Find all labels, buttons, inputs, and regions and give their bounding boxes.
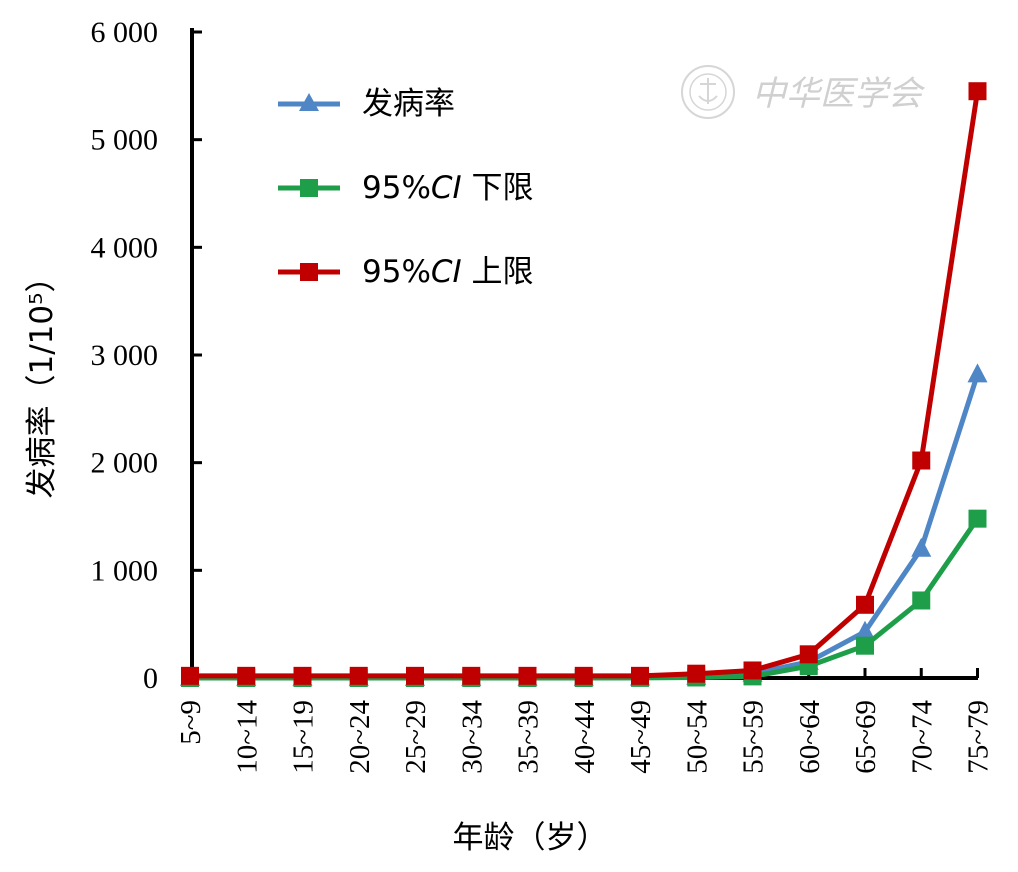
data-point [462,666,481,685]
data-point [349,666,368,685]
x-tick-label: 25~29 [400,700,432,774]
data-point [518,666,537,685]
x-tick-label: 55~59 [738,700,770,774]
x-tick-label: 75~79 [963,700,995,774]
legend-square-marker [300,179,318,197]
axes [190,28,978,680]
legend-label-ci-lower: 95%CI 下限 [362,170,534,206]
data-point [968,509,987,528]
y-axis-ticks: 0 1 000 2 000 3 000 4 000 5 000 6 000 [91,16,202,695]
data-point [574,666,593,685]
y-tick-label: 4 000 [91,231,159,264]
data-point [855,620,875,640]
data-point [181,666,199,685]
society-seal-icon [681,65,735,119]
y-tick-label: 3 000 [91,339,159,372]
y-tick-label: 1 000 [91,554,159,587]
x-axis-title: 年龄（岁） [453,820,608,856]
data-point [406,666,424,685]
data-point [237,666,256,685]
legend-item-ci-upper: 95%CI 上限 [278,254,534,290]
legend-triangle-marker [299,93,319,111]
data-point [687,664,706,683]
x-tick-label: 65~69 [850,700,882,774]
legend-item-incidence: 发病率 [278,86,455,122]
data-point [293,666,312,685]
x-tick-label: 50~54 [681,700,713,774]
x-tick-label: 70~74 [906,700,938,774]
x-tick-label: 35~39 [513,700,545,774]
data-point [631,666,649,685]
data-point [912,451,931,470]
y-tick-label: 6 000 [91,16,159,49]
y-tick-label: 2 000 [91,447,159,480]
series-line [190,90,980,679]
x-tick-label: 40~44 [569,700,601,774]
data-point [856,595,874,614]
x-axis-ticks: 5~9 10~14 15~19 20~24 25~29 30~34 35~39 40~44 45… [175,668,995,774]
series-2 [181,82,987,685]
data-point [968,82,987,101]
watermark: 中华医学会 [681,65,926,119]
data-point [856,636,874,655]
x-tick-label: 20~24 [344,700,376,774]
x-tick-label: 10~14 [231,700,263,774]
legend-label-incidence: 发病率 [362,86,455,122]
series-layer [180,82,988,687]
x-tick-label: 30~34 [456,700,488,774]
legend-label-ci-upper: 95%CI 上限 [362,254,534,290]
legend-square-marker [300,263,318,281]
y-axis-title: 发病率（1/10⁵） [24,261,60,498]
y-tick-label: 5 000 [91,124,159,157]
data-point [967,363,988,383]
x-tick-label: 60~64 [794,700,826,774]
data-point [799,645,818,664]
data-point [911,537,932,557]
y-tick-label: 0 [143,662,158,695]
x-tick-label: 45~49 [625,700,657,774]
x-tick-label: 15~19 [288,700,320,774]
legend-item-ci-lower: 95%CI 下限 [278,170,534,206]
legend: 发病率 95%CI 下限 95%CI 上限 [278,86,534,290]
data-point [743,661,762,680]
watermark-text: 中华医学会 [752,74,926,114]
data-point [912,591,931,610]
x-tick-label: 5~9 [175,700,207,745]
